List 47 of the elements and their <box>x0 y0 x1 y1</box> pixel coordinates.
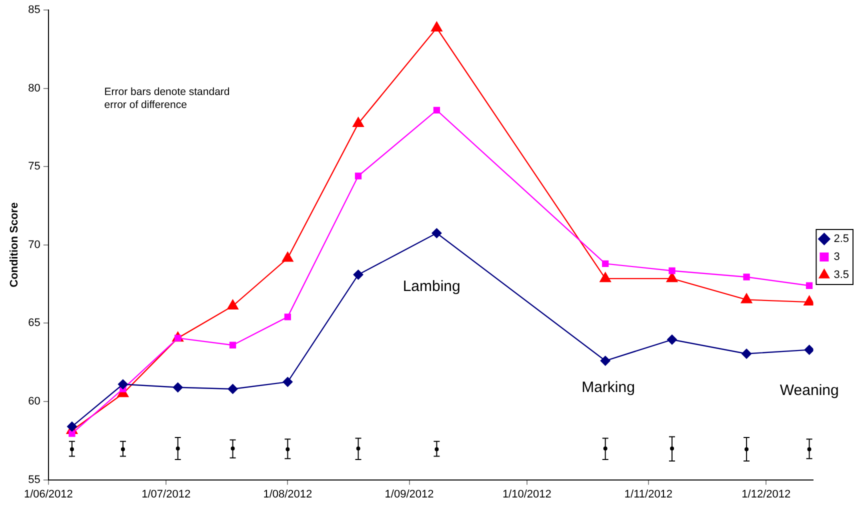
point <box>118 379 128 390</box>
y-tick-label: 55 <box>28 474 40 486</box>
annotation: Weaning <box>780 382 839 400</box>
annotation: Lambing <box>402 278 460 295</box>
x-tick-label: 1/10/2012 <box>502 488 552 500</box>
point <box>668 267 676 274</box>
x-tick-label: 1/11/2012 <box>624 488 673 500</box>
x-tick-label: 1/06/2012 <box>24 488 73 500</box>
point <box>354 172 362 180</box>
y-tick-label: 80 <box>28 82 40 94</box>
point <box>600 356 610 366</box>
point <box>227 299 238 310</box>
point <box>353 270 364 280</box>
point <box>282 376 293 387</box>
point <box>229 342 236 348</box>
point <box>284 314 291 320</box>
point <box>667 334 678 345</box>
x-tick-label: 1/09/2012 <box>384 488 434 500</box>
y-tick-label: 65 <box>28 317 40 330</box>
point <box>743 274 750 280</box>
point <box>433 106 440 114</box>
x-tick-label: 1/12/2012 <box>742 488 791 500</box>
point <box>228 384 238 394</box>
point <box>68 430 76 437</box>
point <box>602 260 609 268</box>
legend-label: 3.5 <box>834 269 850 282</box>
point <box>432 228 442 238</box>
y-tick-label: 60 <box>28 396 40 408</box>
point <box>742 348 752 359</box>
point <box>806 282 813 289</box>
annotation: Error bars denote standard error of difference <box>104 86 230 112</box>
annotation: Marking <box>582 378 635 396</box>
y-tick-label: 75 <box>28 160 40 173</box>
point <box>352 117 364 128</box>
y-axis-title: Condition Score <box>8 202 21 288</box>
y-tick-label: 85 <box>28 4 40 16</box>
y-tick-label: 70 <box>28 238 40 251</box>
point <box>172 382 183 392</box>
legend-label: 2.5 <box>834 233 850 246</box>
point <box>431 22 442 32</box>
x-tick-label: 1/08/2012 <box>263 488 312 500</box>
x-tick-label: 1/07/2012 <box>142 488 191 500</box>
point <box>600 272 612 282</box>
point <box>804 344 814 355</box>
point <box>740 293 752 304</box>
legend-label: 3 <box>834 251 840 264</box>
point <box>282 252 294 262</box>
